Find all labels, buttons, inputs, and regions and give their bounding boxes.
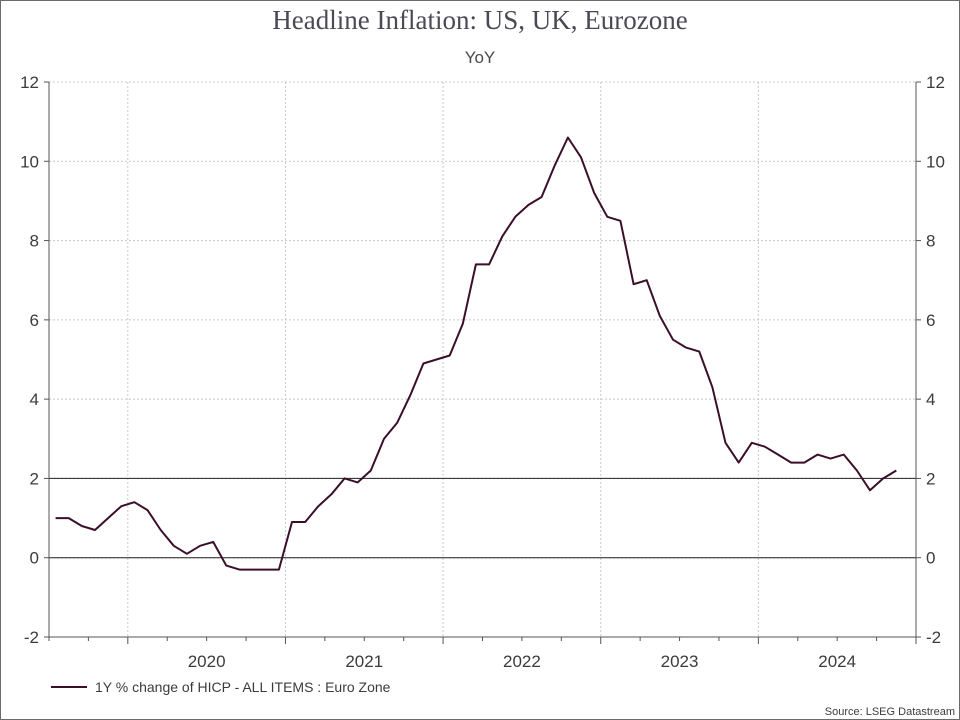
series-line-hicp-euro-zone: [55, 136, 897, 571]
y-tick-label: 2: [30, 469, 39, 488]
y-tick-label-right: 6: [926, 311, 935, 330]
y-tick-label-right: -2: [926, 628, 941, 647]
x-tick-label: 2023: [661, 652, 699, 671]
legend: 1Y % change of HICP - ALL ITEMS : Euro Z…: [51, 679, 390, 695]
y-tick-label: -2: [24, 628, 39, 647]
y-tick-label-right: 8: [926, 232, 935, 251]
y-axis-left: -2 0 2 4 6 8 10 12: [20, 73, 49, 647]
y-tick-label: 8: [30, 232, 39, 251]
x-axis: 2020 2021 2022 2023 2024: [48, 637, 917, 671]
y-axis-right: -2 0 2 4 6 8 10 12: [916, 73, 945, 647]
legend-swatch: [51, 686, 87, 688]
y-tick-label: 4: [30, 390, 39, 409]
source-note: Source: LSEG Datastream: [824, 706, 955, 718]
grid-lines: [49, 81, 916, 638]
chart-title: Headline Inflation: US, UK, Eurozone: [272, 5, 688, 35]
x-tick-label: 2024: [818, 652, 856, 671]
y-tick-label-right: 2: [926, 469, 935, 488]
x-tick-label: 2020: [188, 652, 226, 671]
y-tick-label: 6: [30, 311, 39, 330]
y-tick-label-right: 10: [926, 152, 945, 171]
series-points: [55, 137, 897, 570]
y-tick-label: 10: [20, 152, 39, 171]
chart-subtitle: YoY: [464, 48, 496, 67]
reference-lines: [49, 477, 916, 559]
axes: [48, 82, 917, 638]
y-tick-label: 0: [30, 549, 39, 568]
x-tick-label: 2022: [503, 652, 541, 671]
legend-label: 1Y % change of HICP - ALL ITEMS : Euro Z…: [95, 679, 391, 695]
y-tick-label-right: 12: [926, 73, 945, 92]
y-tick-label-right: 0: [926, 549, 935, 568]
y-tick-label-right: 4: [926, 390, 935, 409]
y-tick-label: 12: [20, 73, 39, 92]
x-tick-label: 2021: [345, 652, 383, 671]
